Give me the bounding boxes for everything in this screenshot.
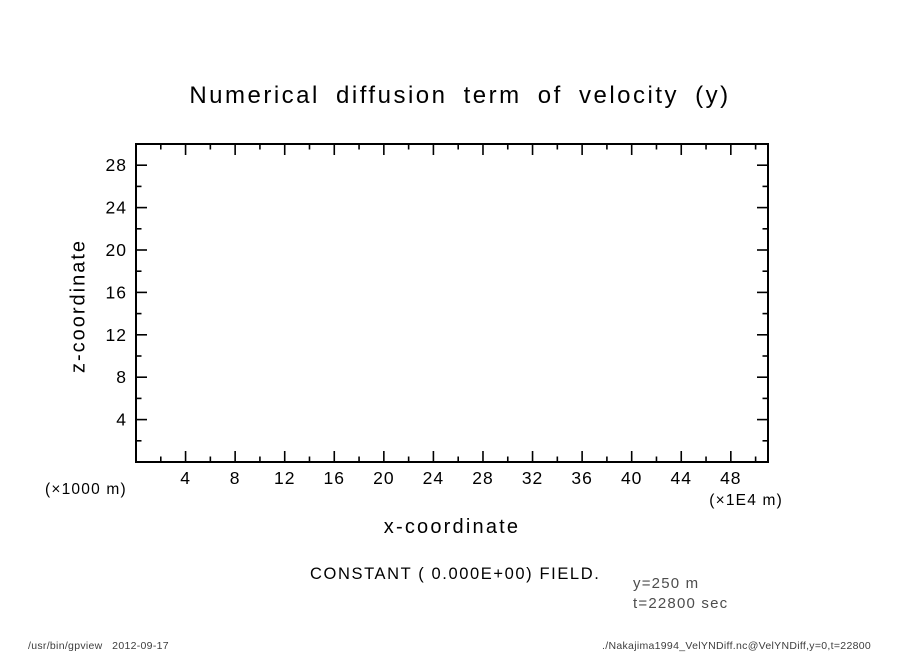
y-axis-tick-label: 24 [106, 198, 127, 218]
x-axis-label: x-coordinate [383, 516, 521, 538]
x-axis-tick-label: 20 [373, 468, 394, 488]
x-axis-tick-label: 24 [423, 468, 444, 488]
y-axis-tick-label: 28 [106, 155, 127, 175]
x-axis-tick-label: 28 [472, 468, 493, 488]
plot-frame [135, 143, 769, 463]
y-axis-tick-label: 8 [116, 367, 127, 387]
y-axis-label: z-coordinate [67, 238, 90, 374]
y-axis-tick-label: 4 [116, 410, 127, 430]
x-axis-tick-label: 32 [522, 468, 543, 488]
y-axis-tick-label: 16 [106, 282, 127, 302]
y-axis-unit-label: (×1000 m) [45, 481, 127, 498]
x-axis-tick-label: 40 [621, 468, 642, 488]
x-axis-tick-label: 4 [180, 468, 191, 488]
slice-info-t: t=22800 sec [633, 595, 729, 612]
x-axis-unit-label: (×1E4 m) [709, 492, 783, 509]
x-axis-tick-label: 8 [230, 468, 241, 488]
x-axis-tick-label: 48 [720, 468, 741, 488]
x-axis-tick-label: 44 [671, 468, 692, 488]
y-axis-tick-label: 12 [106, 325, 127, 345]
slice-info-y: y=250 m [633, 575, 700, 592]
footer-command: /usr/bin/gpview 2012-09-17 [28, 640, 169, 652]
x-axis-tick-label: 16 [324, 468, 345, 488]
page-title: Numerical diffusion term of velocity (y) [189, 82, 731, 109]
y-axis-tick-label: 20 [106, 240, 127, 260]
constant-field-annotation: CONSTANT ( 0.000E+00) FIELD. [310, 565, 601, 583]
footer-datafile: ./Nakajima1994_VelYNDiff.nc@VelYNDiff,y=… [602, 640, 871, 652]
x-axis-tick-label: 12 [274, 468, 295, 488]
x-axis-tick-label: 36 [571, 468, 592, 488]
